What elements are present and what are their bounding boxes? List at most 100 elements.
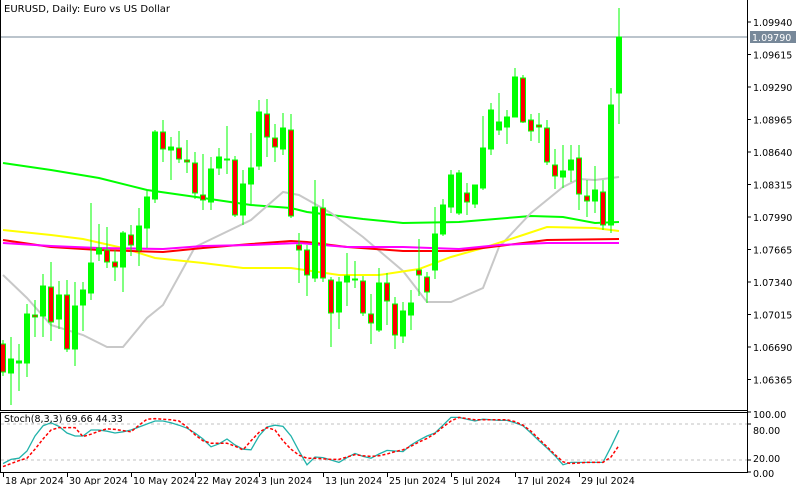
candle[interactable]: [504, 110, 510, 144]
candle[interactable]: [72, 282, 78, 366]
candle[interactable]: [128, 225, 134, 256]
candle[interactable]: [464, 183, 470, 215]
bearish-candle-body: [1, 343, 6, 373]
candle[interactable]: [272, 124, 278, 162]
moving-average-line: [2, 241, 619, 251]
bullish-candle-body: [472, 184, 478, 205]
candle[interactable]: [592, 166, 598, 213]
candle[interactable]: [208, 157, 214, 210]
candle[interactable]: [600, 180, 606, 230]
candle[interactable]: [552, 149, 558, 189]
candle[interactable]: [496, 93, 502, 135]
candle[interactable]: [256, 100, 262, 170]
candle[interactable]: [24, 304, 30, 377]
candle[interactable]: [80, 282, 86, 331]
candle[interactable]: [536, 113, 542, 143]
candle[interactable]: [96, 224, 102, 261]
candle[interactable]: [120, 231, 126, 292]
bullish-candle-body: [608, 104, 614, 226]
candle[interactable]: [400, 302, 406, 343]
bullish-candle-body: [144, 196, 150, 229]
candle[interactable]: [152, 130, 158, 203]
candle[interactable]: [240, 170, 246, 225]
candle[interactable]: [32, 300, 38, 337]
candle[interactable]: [384, 273, 390, 325]
bullish-candle-body: [488, 109, 494, 150]
candle[interactable]: [192, 152, 198, 199]
candle[interactable]: [136, 208, 142, 266]
candle[interactable]: [160, 120, 166, 162]
bullish-candle-body: [504, 116, 510, 128]
candle[interactable]: [1, 340, 6, 376]
candle[interactable]: [368, 294, 374, 344]
candle[interactable]: [608, 88, 614, 233]
candle[interactable]: [264, 99, 270, 157]
candle[interactable]: [176, 131, 182, 163]
candle[interactable]: [472, 184, 478, 208]
candle[interactable]: [448, 170, 454, 213]
bearish-candle-body: [384, 282, 390, 302]
date-tick-label: 29 Jul 2024: [581, 476, 635, 485]
candle[interactable]: [320, 199, 326, 282]
candle[interactable]: [168, 137, 174, 180]
candle[interactable]: [544, 120, 550, 165]
candle[interactable]: [304, 245, 310, 296]
candle[interactable]: [568, 145, 574, 182]
candle[interactable]: [376, 268, 382, 332]
candle[interactable]: [344, 253, 350, 306]
bearish-candle-body: [32, 314, 38, 318]
candle[interactable]: [336, 277, 342, 329]
candle[interactable]: [528, 114, 534, 141]
current-price-label: 1.09790: [752, 33, 791, 44]
candle[interactable]: [576, 145, 582, 210]
candle[interactable]: [104, 227, 110, 268]
stochastic-panel[interactable]: Stoch(8,3,3) 69.66 44.33: [1, 414, 747, 468]
candle[interactable]: [184, 140, 190, 173]
candle[interactable]: [200, 154, 206, 210]
candle[interactable]: [112, 250, 118, 281]
candle[interactable]: [560, 145, 566, 188]
candle[interactable]: [488, 103, 494, 155]
candle[interactable]: [216, 148, 222, 175]
candle[interactable]: [416, 239, 422, 296]
candle[interactable]: [328, 277, 334, 347]
bullish-candle-body: [80, 289, 86, 306]
candle[interactable]: [224, 126, 230, 174]
candle[interactable]: [16, 344, 22, 391]
candle[interactable]: [520, 75, 526, 123]
candle[interactable]: [88, 203, 94, 300]
candle[interactable]: [296, 233, 302, 283]
candle[interactable]: [584, 180, 590, 217]
candle[interactable]: [312, 180, 318, 282]
bullish-candle-body: [208, 168, 214, 203]
candle[interactable]: [232, 156, 238, 217]
bearish-candle-body: [464, 192, 470, 203]
candle[interactable]: [64, 280, 70, 352]
price-panel[interactable]: [0, 8, 747, 405]
price-tick-label: 1.09290: [753, 83, 792, 94]
candle[interactable]: [440, 199, 446, 236]
candle[interactable]: [432, 207, 438, 279]
candle[interactable]: [288, 114, 294, 218]
candle[interactable]: [512, 68, 518, 118]
candle[interactable]: [360, 276, 366, 316]
candle[interactable]: [616, 8, 622, 124]
candle[interactable]: [392, 297, 398, 349]
candle[interactable]: [480, 116, 486, 190]
candle[interactable]: [408, 290, 414, 330]
candle[interactable]: [48, 262, 54, 341]
candle[interactable]: [456, 170, 462, 215]
candle[interactable]: [248, 133, 254, 205]
candle[interactable]: [280, 113, 286, 155]
candle[interactable]: [424, 272, 430, 303]
candle[interactable]: [56, 281, 62, 329]
candle[interactable]: [352, 261, 358, 288]
candle[interactable]: [8, 337, 14, 405]
date-tick-label: 17 Jul 2024: [517, 476, 571, 485]
candle[interactable]: [40, 274, 46, 337]
bullish-candle-body: [40, 285, 46, 317]
candle[interactable]: [144, 190, 150, 248]
bullish-candle-body: [496, 121, 502, 131]
